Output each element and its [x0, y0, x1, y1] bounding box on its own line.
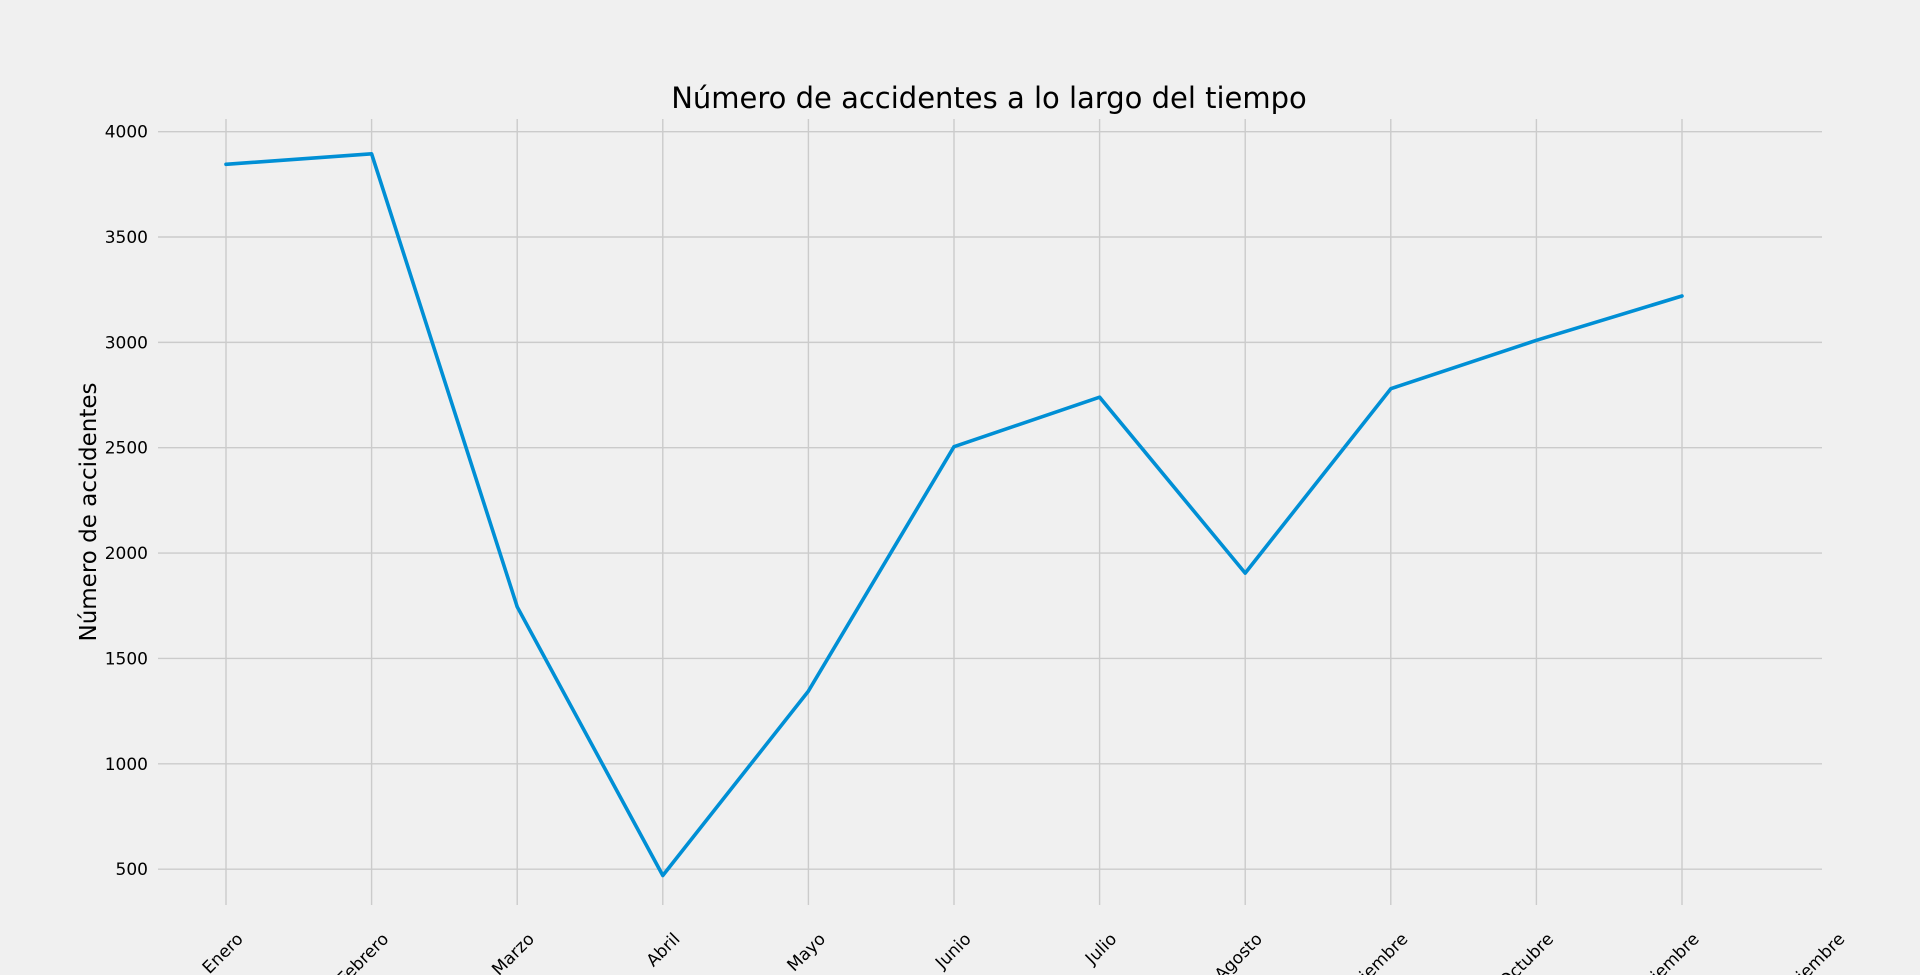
y-tick-label: 2000: [105, 544, 148, 564]
y-axis-label: Número de accidentes: [76, 383, 102, 642]
x-tick-label: Noviembre: [1624, 929, 1704, 975]
chart-title: Número de accidentes a lo largo del tiem…: [671, 81, 1307, 115]
x-tick-label: Agosto: [1211, 929, 1267, 975]
y-tick-label: 500: [116, 860, 148, 880]
x-tick-label: Mayo: [784, 929, 830, 975]
x-tick-label: Diciembre: [1774, 929, 1850, 975]
series-line: [224, 152, 1684, 878]
y-tick-label: 3500: [105, 228, 148, 248]
x-tick-label: Febrero: [334, 929, 394, 975]
series-layer: [224, 152, 1684, 878]
grid-lines: [158, 119, 1822, 905]
y-tick-labels: 500 1000 1500 2000 2500 3000 3500 4000: [105, 123, 148, 881]
x-tick-label: Septiembre: [1329, 929, 1413, 975]
y-tick-label: 2500: [105, 439, 148, 459]
x-tick-label: Abril: [643, 929, 685, 971]
x-tick-label: Enero: [199, 929, 248, 975]
x-tick-labels: Enero Febrero Marzo Abril Mayo Junio Julio Agos…: [199, 929, 1849, 975]
y-tick-label: 4000: [105, 123, 148, 143]
x-tick-label: Julio: [1081, 929, 1121, 969]
y-tick-label: 3000: [105, 333, 148, 353]
x-tick-label: Marzo: [488, 929, 538, 975]
x-tick-label: Octubre: [1496, 929, 1558, 975]
x-tick-label: Junio: [931, 929, 975, 973]
y-tick-label: 1500: [105, 649, 148, 669]
y-tick-label: 1000: [105, 755, 148, 775]
